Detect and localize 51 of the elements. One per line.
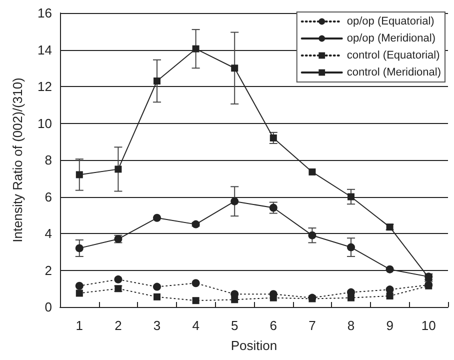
point	[348, 193, 354, 200]
point	[114, 166, 122, 173]
point	[154, 293, 160, 300]
y-tick-label: 6	[44, 189, 52, 204]
y-tick-label: 14	[38, 42, 52, 58]
y-tick-label: 8	[44, 152, 52, 168]
point	[153, 282, 161, 291]
legend-label: op/op (Equatorial)	[346, 16, 434, 28]
point	[308, 231, 316, 240]
x-tick-label: 5	[230, 318, 238, 333]
point	[386, 292, 394, 300]
x-tick-label: 9	[386, 318, 394, 333]
x-tick-label: 3	[153, 318, 161, 333]
point	[192, 45, 200, 52]
point	[308, 168, 316, 176]
legend-label: op/op (Meridional)	[346, 32, 436, 44]
y-tick-label: 0	[44, 300, 52, 314]
point	[154, 77, 160, 84]
x-tick-label: 4	[192, 318, 200, 333]
point	[75, 244, 84, 252]
y-tick-label: 2	[44, 262, 52, 278]
point	[347, 243, 355, 252]
point	[114, 275, 122, 284]
legend-label: control (Meridional)	[346, 66, 442, 78]
x-axis-title: Position	[230, 338, 278, 353]
point	[76, 171, 83, 178]
point	[270, 294, 277, 302]
legend-label: control (Equatorial)	[346, 50, 440, 62]
y-axis-title: Intensity Ratio of (002)/(310)	[10, 78, 25, 242]
x-tick-label: 1	[76, 318, 84, 333]
point	[386, 265, 394, 274]
point	[192, 279, 200, 288]
y-tick-label: 12	[38, 79, 52, 94]
x-tick-label: 10	[421, 318, 436, 333]
x-tick-label: 8	[347, 318, 355, 333]
y-tick-label: 10	[38, 116, 52, 131]
y-tick-label: 4	[44, 226, 52, 241]
x-tick-label: 6	[270, 318, 278, 333]
x-tick-label: 7	[308, 318, 316, 333]
point	[269, 204, 278, 212]
point	[153, 214, 161, 222]
point	[75, 282, 84, 290]
point	[76, 290, 83, 297]
point	[231, 296, 238, 304]
point	[231, 64, 238, 72]
point	[230, 197, 239, 206]
point	[270, 134, 277, 142]
x-tick-label: 2	[114, 318, 122, 333]
y-tick-label: 16	[38, 6, 52, 20]
point	[192, 297, 200, 304]
point	[348, 294, 354, 302]
